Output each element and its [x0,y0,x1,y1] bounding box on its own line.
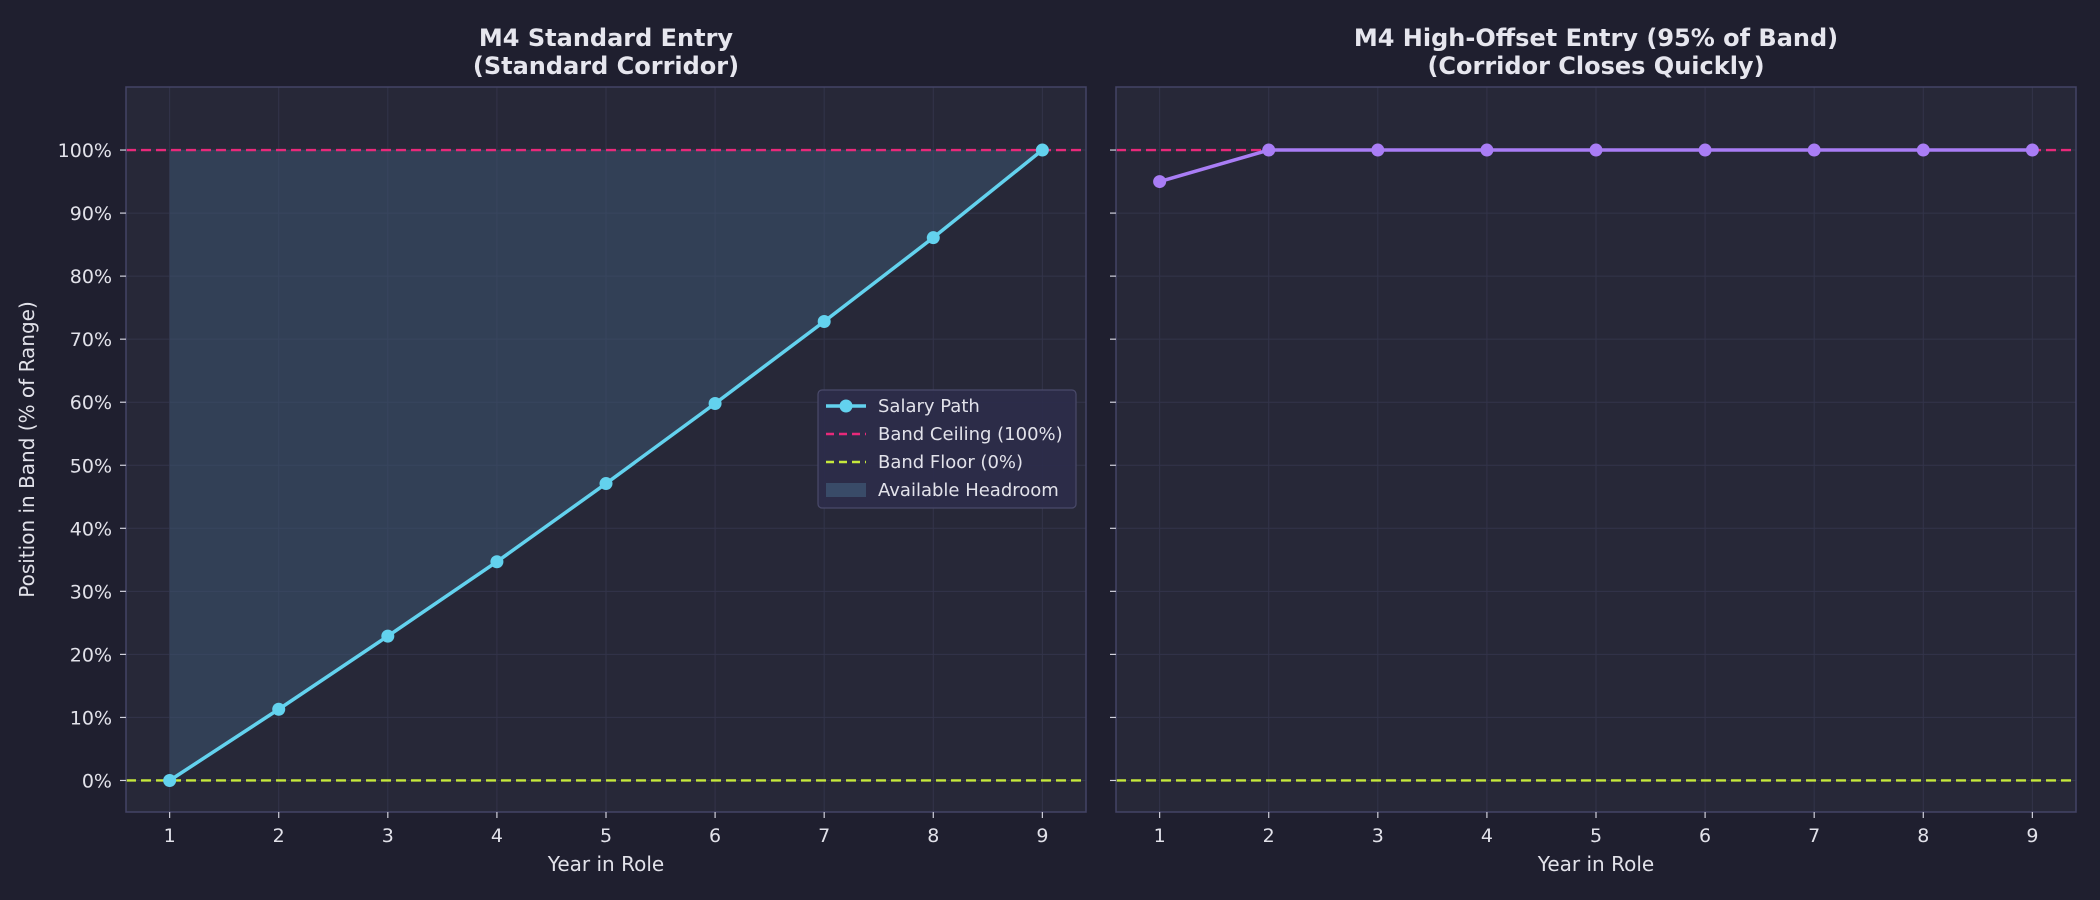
left-data-point-6 [708,396,722,410]
left-y-tick-label-2: 20% [70,644,112,666]
left-y-tick-label-0: 0% [82,770,112,792]
left-data-point-2 [272,702,286,716]
left-data-point-8 [926,231,940,245]
left-headroom-area [169,150,1043,781]
legend-entry-1: Salary Path [878,396,980,417]
left-x-tick-label-4: 5 [600,825,612,847]
left-x-tick-label-8: 9 [1036,825,1048,847]
left-x-tick-label-0: 1 [164,825,176,847]
left-y-tick-label-1: 10% [70,707,112,729]
right-data-point-4 [1480,143,1494,157]
right-data-point-7 [1807,143,1821,157]
right-x-tick-label-0: 1 [1154,825,1166,847]
legend-entry-3: Band Floor (0%) [878,452,1023,473]
left-chart-title-line-2: (Standard Corridor) [473,52,739,80]
left-x-tick-label-2: 3 [382,825,394,847]
left-data-point-9 [1035,143,1049,157]
left-y-tick-label-10: 100% [58,140,112,162]
legend-entry-4: Available Headroom [878,480,1059,501]
left-x-tick-label-5: 6 [709,825,721,847]
right-data-point-3 [1371,143,1385,157]
right-x-tick-label-3: 4 [1481,825,1493,847]
left-chart-title-line-1: M4 Standard Entry [479,24,734,52]
right-data-point-6 [1698,143,1712,157]
chart-standard-entry: 1 2 3 4 5 6 7 8 90%10%20%30%40%50%60%70%80%90%10… [15,24,1087,876]
right-chart-title-line-1: M4 High-Offset Entry (95% of Band) [1354,24,1838,52]
left-x-tick-label-6: 7 [818,825,830,847]
left-y-tick-label-5: 50% [70,455,112,477]
right-x-tick-label-5: 6 [1699,825,1711,847]
right-x-tick-label-8: 9 [2026,825,2038,847]
right-x-tick-label-7: 8 [1917,825,1929,847]
left-data-point-7 [817,315,831,329]
left-y-tick-label-3: 30% [70,581,112,603]
right-x-tick-label-4: 5 [1590,825,1602,847]
right-data-point-8 [1916,143,1930,157]
right-data-point-2 [1262,143,1276,157]
left-data-point-4 [490,555,504,569]
left-x-tick-label-1: 2 [273,825,285,847]
left-y-tick-label-7: 70% [70,329,112,351]
right-data-point-9 [2025,143,2039,157]
right-x-tick-label-1: 2 [1263,825,1275,847]
legend-box [817,389,1077,509]
left-data-point-1 [163,773,177,787]
left-x-tick-label-7: 8 [927,825,939,847]
chart-high-offset-entry: 1 2 3 4 5 6 7 8 9 Year in Role M4 High-Offset Entr… [1110,24,2077,876]
left-x-tick-label-3: 4 [491,825,503,847]
left-x-axis-label: Year in Role [547,852,664,876]
left-y-tick-label-4: 40% [70,518,112,540]
left-legend: Salary Path Band Ceiling (100%) Band Floor… [817,389,1077,509]
left-y-tick-label-9: 90% [70,203,112,225]
left-y-axis-label: Position in Band (% of Range) [15,301,39,598]
legend-swatch-headroom [826,483,866,497]
right-chart-title-line-2: (Corridor Closes Quickly) [1427,52,1764,80]
right-x-axis-label: Year in Role [1537,852,1654,876]
left-data-point-3 [381,629,395,643]
right-x-tick-label-6: 7 [1808,825,1820,847]
left-data-point-5 [599,477,613,491]
left-y-tick-label-8: 80% [70,266,112,288]
right-x-tick-label-2: 3 [1372,825,1384,847]
right-data-point-1 [1153,175,1167,189]
legend-marker-salary-path [839,399,853,413]
legend-entry-2: Band Ceiling (100%) [878,424,1063,445]
left-y-tick-label-6: 60% [70,392,112,414]
right-data-point-5 [1589,143,1603,157]
